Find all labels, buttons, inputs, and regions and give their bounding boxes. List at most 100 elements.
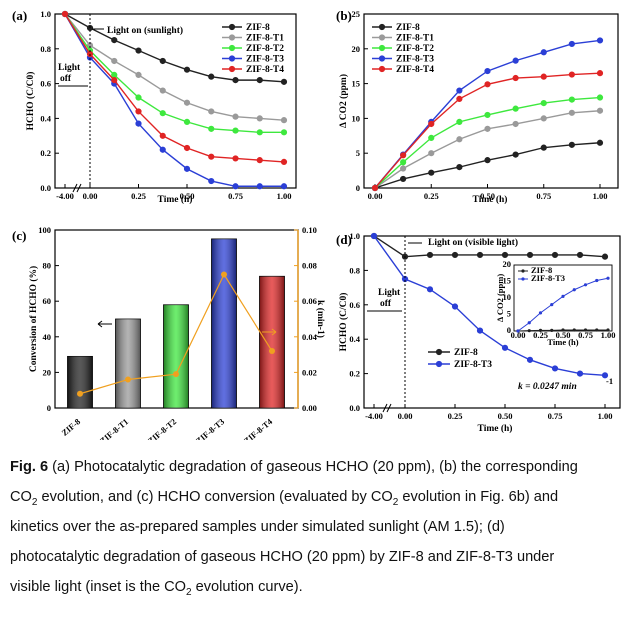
panel-b-point-ZIF-8-T4: [568, 71, 575, 78]
panel-b-point-ZIF-8-T1: [484, 125, 491, 132]
panel-a-light-off-label-1: Light: [58, 63, 81, 73]
panel-a-xtick-label: 0.00: [83, 191, 98, 201]
panel-b-point-ZIF-8-T3: [596, 37, 604, 44]
panel-a-xtick-label: 0.50: [180, 191, 195, 201]
panel-a-light-off-label-2: off: [60, 74, 72, 84]
panel-a-ytick-label: 0.2: [40, 148, 51, 158]
panel-d-point-ZIF-8-T3: [526, 356, 534, 363]
panel-d-inset-xtick-label: 0.75: [578, 330, 593, 340]
panel-a-frame: [54, 13, 297, 189]
panel-c-ytick-label: 60: [43, 296, 52, 306]
panel-b-point-ZIF-8-T4: [456, 95, 463, 103]
panel-b-legend-label: ZIF-8-T1: [396, 34, 434, 44]
panel-a-point-ZIF-8-T2: [232, 127, 239, 134]
panel-a-point-ZIF-8-T2: [208, 125, 215, 132]
panel-b-legend-marker: [378, 44, 386, 52]
panel-c-k-point: [269, 348, 275, 355]
panel-c-category-label: ZIF-8-T1: [98, 416, 130, 440]
panel-c-category-label: ZIF-8-T4: [242, 416, 275, 440]
panel-a-point-ZIF-8: [159, 57, 166, 65]
caption-line-2: CO2 evolution, and (c) HCHO conversion (…: [10, 489, 559, 508]
panel-d-legend-marker: [435, 360, 443, 368]
panel-b-legend-marker: [378, 34, 386, 41]
panel-a-point-ZIF-8: [232, 77, 239, 84]
panel-a-point-ZIF-8-T4: [280, 158, 288, 165]
panel-b-ytick-label: 10: [352, 113, 361, 123]
panel-d-inset-point-ZIF-8-T3: [595, 278, 599, 283]
panel-a-legend-label: ZIF-8-T3: [246, 55, 284, 65]
panel-d-xtick-label: 0.00: [398, 411, 413, 421]
panel-b-point-ZIF-8-T3: [456, 87, 463, 94]
panel-d-ytick-label: 1.0: [349, 231, 360, 241]
panel-c-k-point: [125, 376, 131, 383]
panel-c-y2tick-label: 0.04: [302, 332, 318, 342]
panel-a-point-ZIF-8-T1: [135, 71, 142, 79]
caption-line-1: Fig. 6 (a) Photocatalytic degradation of…: [10, 452, 630, 482]
panel-b-ytick-label: 15: [352, 79, 361, 89]
panel-d-rate-constant: k = 0.0247 min: [518, 382, 577, 392]
panel-d-xtick-label: -4.00: [365, 411, 383, 421]
caption-line-3: kinetics over the as-prepared samples un…: [10, 519, 505, 535]
panel-c-y2tick-label: 0.00: [302, 403, 317, 413]
panel-b-point-ZIF-8-T1: [512, 120, 519, 128]
panel-a-point-ZIF-8-T4: [183, 144, 191, 152]
panel-b-ytick-label: 25: [352, 9, 361, 19]
panel-d-inset-xlabel: Time (h): [547, 337, 578, 347]
panel-a-point-ZIF-8-T4: [135, 108, 142, 115]
panel-d-ytick-label: 0.0: [349, 403, 360, 413]
panel-b-point-ZIF-8-T3: [568, 40, 575, 48]
panel-d-inset-point-ZIF-8-T3: [572, 288, 576, 292]
panel-d-inset-point-ZIF-8: [572, 328, 576, 332]
panel-a-point-ZIF-8: [183, 66, 191, 73]
panel-a-series-ZIF-8: [64, 13, 285, 83]
panel-b-legend-marker: [378, 65, 386, 73]
caption-line-5: visible light (inset is the CO2 evolutio…: [10, 579, 303, 598]
panel-a-ytick-label: 1.0: [40, 9, 51, 19]
panel-d-point-ZIF-8-T3: [501, 344, 509, 351]
panel-d-label: (d): [336, 232, 352, 247]
panel-d-point-ZIF-8: [551, 251, 559, 259]
panel-d-light-off-label-2: off: [380, 299, 392, 309]
panel-b-xtick-label: 0.25: [424, 191, 439, 201]
panel-d-point-ZIF-8-T3: [551, 365, 559, 372]
panel-b-point-ZIF-8-T4: [596, 70, 604, 77]
panel-a-series-ZIF-8-T1: [64, 13, 285, 121]
panel-b-xtick-label: 0.75: [536, 191, 551, 201]
panel-b-point-ZIF-8: [540, 144, 547, 151]
panel-d-xlabel: Time (h): [478, 423, 513, 434]
panel-a-point-ZIF-8-T3: [183, 165, 191, 172]
panel-d-inset-point-ZIF-8: [538, 328, 543, 332]
panel-a-ytick-label: 0.0: [40, 183, 51, 193]
panel-d-inset-ytick-label: 5: [507, 309, 511, 319]
panel-a-point-ZIF-8: [256, 77, 263, 84]
panel-a-legend-label: ZIF-8-T4: [246, 65, 284, 75]
panel-c-ytick-label: 20: [43, 367, 52, 377]
panel-a-point-ZIF-8-T1: [159, 87, 166, 94]
panel-d-inset-ytick-label: 20: [503, 259, 512, 269]
panel-d-point-ZIF-8: [601, 253, 609, 260]
panel-d-inset-point-ZIF-8: [595, 328, 599, 332]
panel-c-bar-shade-ZIF-8: [67, 356, 93, 408]
panel-b-point-ZIF-8-T4: [428, 120, 435, 128]
panel-d-inset-point-ZIF-8-T3: [516, 329, 520, 333]
panel-c-ytick-label: 40: [43, 332, 52, 342]
panel-b-point-ZIF-8-T2: [512, 105, 519, 112]
panel-a-xtick-label: 0.25: [131, 191, 146, 201]
panel-d-inset-frame: [513, 264, 613, 332]
panel-d-legend-marker: [435, 348, 443, 356]
panel-c-k-point: [221, 271, 227, 278]
panel-b-ytick-label: 20: [352, 44, 361, 54]
panel-a-ylabel: HCHO (C/C0): [25, 72, 36, 131]
figure-caption: Fig. 6 (a) Photocatalytic degradation of…: [10, 452, 630, 602]
panel-a-series-ZIF-8-T4: [64, 13, 285, 163]
panel-d-inset-xtick-label: 0.50: [556, 330, 571, 340]
panel-d-inset-ylabel: Δ CO2 (ppm): [495, 274, 505, 322]
panel-b-point-ZIF-8-T4: [484, 81, 491, 88]
panel-d-inset-point-ZIF-8-T3: [561, 294, 565, 298]
panel-a-point-ZIF-8: [208, 73, 215, 80]
panel-a-point-ZIF-8-T1: [183, 99, 191, 106]
caption-fig-label: Fig. 6: [10, 459, 49, 475]
panel-a-point-ZIF-8-T2: [135, 94, 142, 101]
panel-b-point-ZIF-8-T2: [400, 159, 407, 166]
panel-d-point-ZIF-8-T3: [426, 286, 434, 293]
